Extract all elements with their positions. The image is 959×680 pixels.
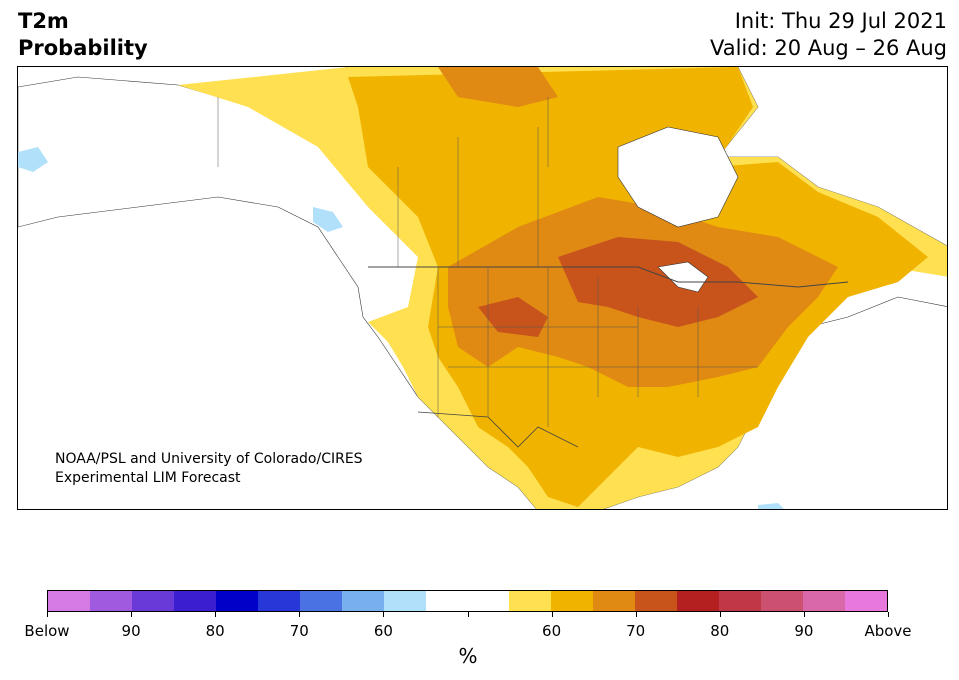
- product-label: Probability: [18, 36, 148, 60]
- colorbar-segment: [551, 591, 594, 611]
- below-60-alaska: [18, 147, 48, 172]
- colorbar-tickmark: [131, 612, 133, 617]
- colorbar-tickmark: [719, 612, 721, 617]
- colorbar-segment: [719, 591, 762, 611]
- hudson-bay: [617, 126, 739, 228]
- colorbar-segment: [593, 591, 636, 611]
- colorbar-segment: [803, 591, 846, 611]
- colorbar-tick-label: 70: [626, 622, 646, 640]
- colorbar-tickmark: [551, 612, 553, 617]
- colorbar-tickmark: [467, 612, 469, 617]
- credit-line-2: Experimental LIM Forecast: [55, 470, 241, 486]
- colorbar-tickmark: [635, 612, 637, 617]
- colorbar-segment: [845, 591, 888, 611]
- below-60-bc: [313, 207, 343, 232]
- province-lines: [217, 97, 549, 267]
- colorbar-tick-label: 80: [205, 622, 225, 640]
- colorbar-tickmark: [299, 612, 301, 617]
- colorbar: [47, 590, 888, 612]
- colorbar-tick-label: 90: [794, 622, 814, 640]
- init-date: Init: Thu 29 Jul 2021: [734, 9, 947, 33]
- map-title: T2m Probability: [18, 8, 148, 62]
- variable-label: T2m: [18, 9, 69, 33]
- colorbar-segment: [48, 591, 90, 611]
- colorbar-tickmark: [803, 612, 805, 617]
- colorbar-tick-label: Below: [24, 622, 70, 640]
- colorbar-segment: [635, 591, 678, 611]
- date-info: Init: Thu 29 Jul 2021 Valid: 20 Aug – 26…: [710, 8, 947, 62]
- colorbar-tickmark: [47, 612, 48, 617]
- great-lakes: [657, 261, 709, 293]
- prob-80-north-zone: [438, 67, 558, 107]
- colorbar-tick-label: 60: [373, 622, 393, 640]
- colorbar-tickmark: [215, 612, 217, 617]
- colorbar-segment: [131, 591, 174, 611]
- colorbar-segment: [677, 591, 720, 611]
- prob-90-zone: [558, 237, 758, 327]
- colorbar-tick-label: 90: [121, 622, 141, 640]
- colorbar-tick-label: Above: [864, 622, 912, 640]
- state-lines: [437, 267, 758, 427]
- colorbar-segment: [299, 591, 342, 611]
- mexico-border: [417, 411, 579, 448]
- colorbar-segment: [467, 591, 510, 611]
- colorbar-tick-label: 80: [710, 622, 730, 640]
- colorbar-tickmark: [383, 612, 385, 617]
- units-label: %: [458, 644, 478, 668]
- colorbar-segment: [341, 591, 384, 611]
- colorbar-tick-label: 70: [289, 622, 309, 640]
- colorbar-segment: [257, 591, 300, 611]
- colorbar-tick-label: 60: [542, 622, 562, 640]
- colorbar-tickmark: [888, 612, 889, 617]
- colorbar-segment: [215, 591, 258, 611]
- colorbar-segment: [761, 591, 804, 611]
- colorbar-segment: [425, 591, 468, 611]
- colorbar-segment: [383, 591, 426, 611]
- valid-dates: Valid: 20 Aug – 26 Aug: [709, 36, 947, 60]
- colorbar-segment: [173, 591, 216, 611]
- credit-line-1: NOAA/PSL and University of Colorado/CIRE…: [55, 451, 363, 467]
- probability-map: NOAA/PSL and University of Colorado/CIRE…: [17, 66, 948, 510]
- map-canvas: [18, 67, 947, 509]
- country-border: [368, 266, 849, 288]
- below-60-caribbean: [758, 503, 784, 509]
- credit-text: NOAA/PSL and University of Colorado/CIRE…: [55, 450, 363, 488]
- colorbar-segment: [89, 591, 132, 611]
- colorbar-segment: [509, 591, 552, 611]
